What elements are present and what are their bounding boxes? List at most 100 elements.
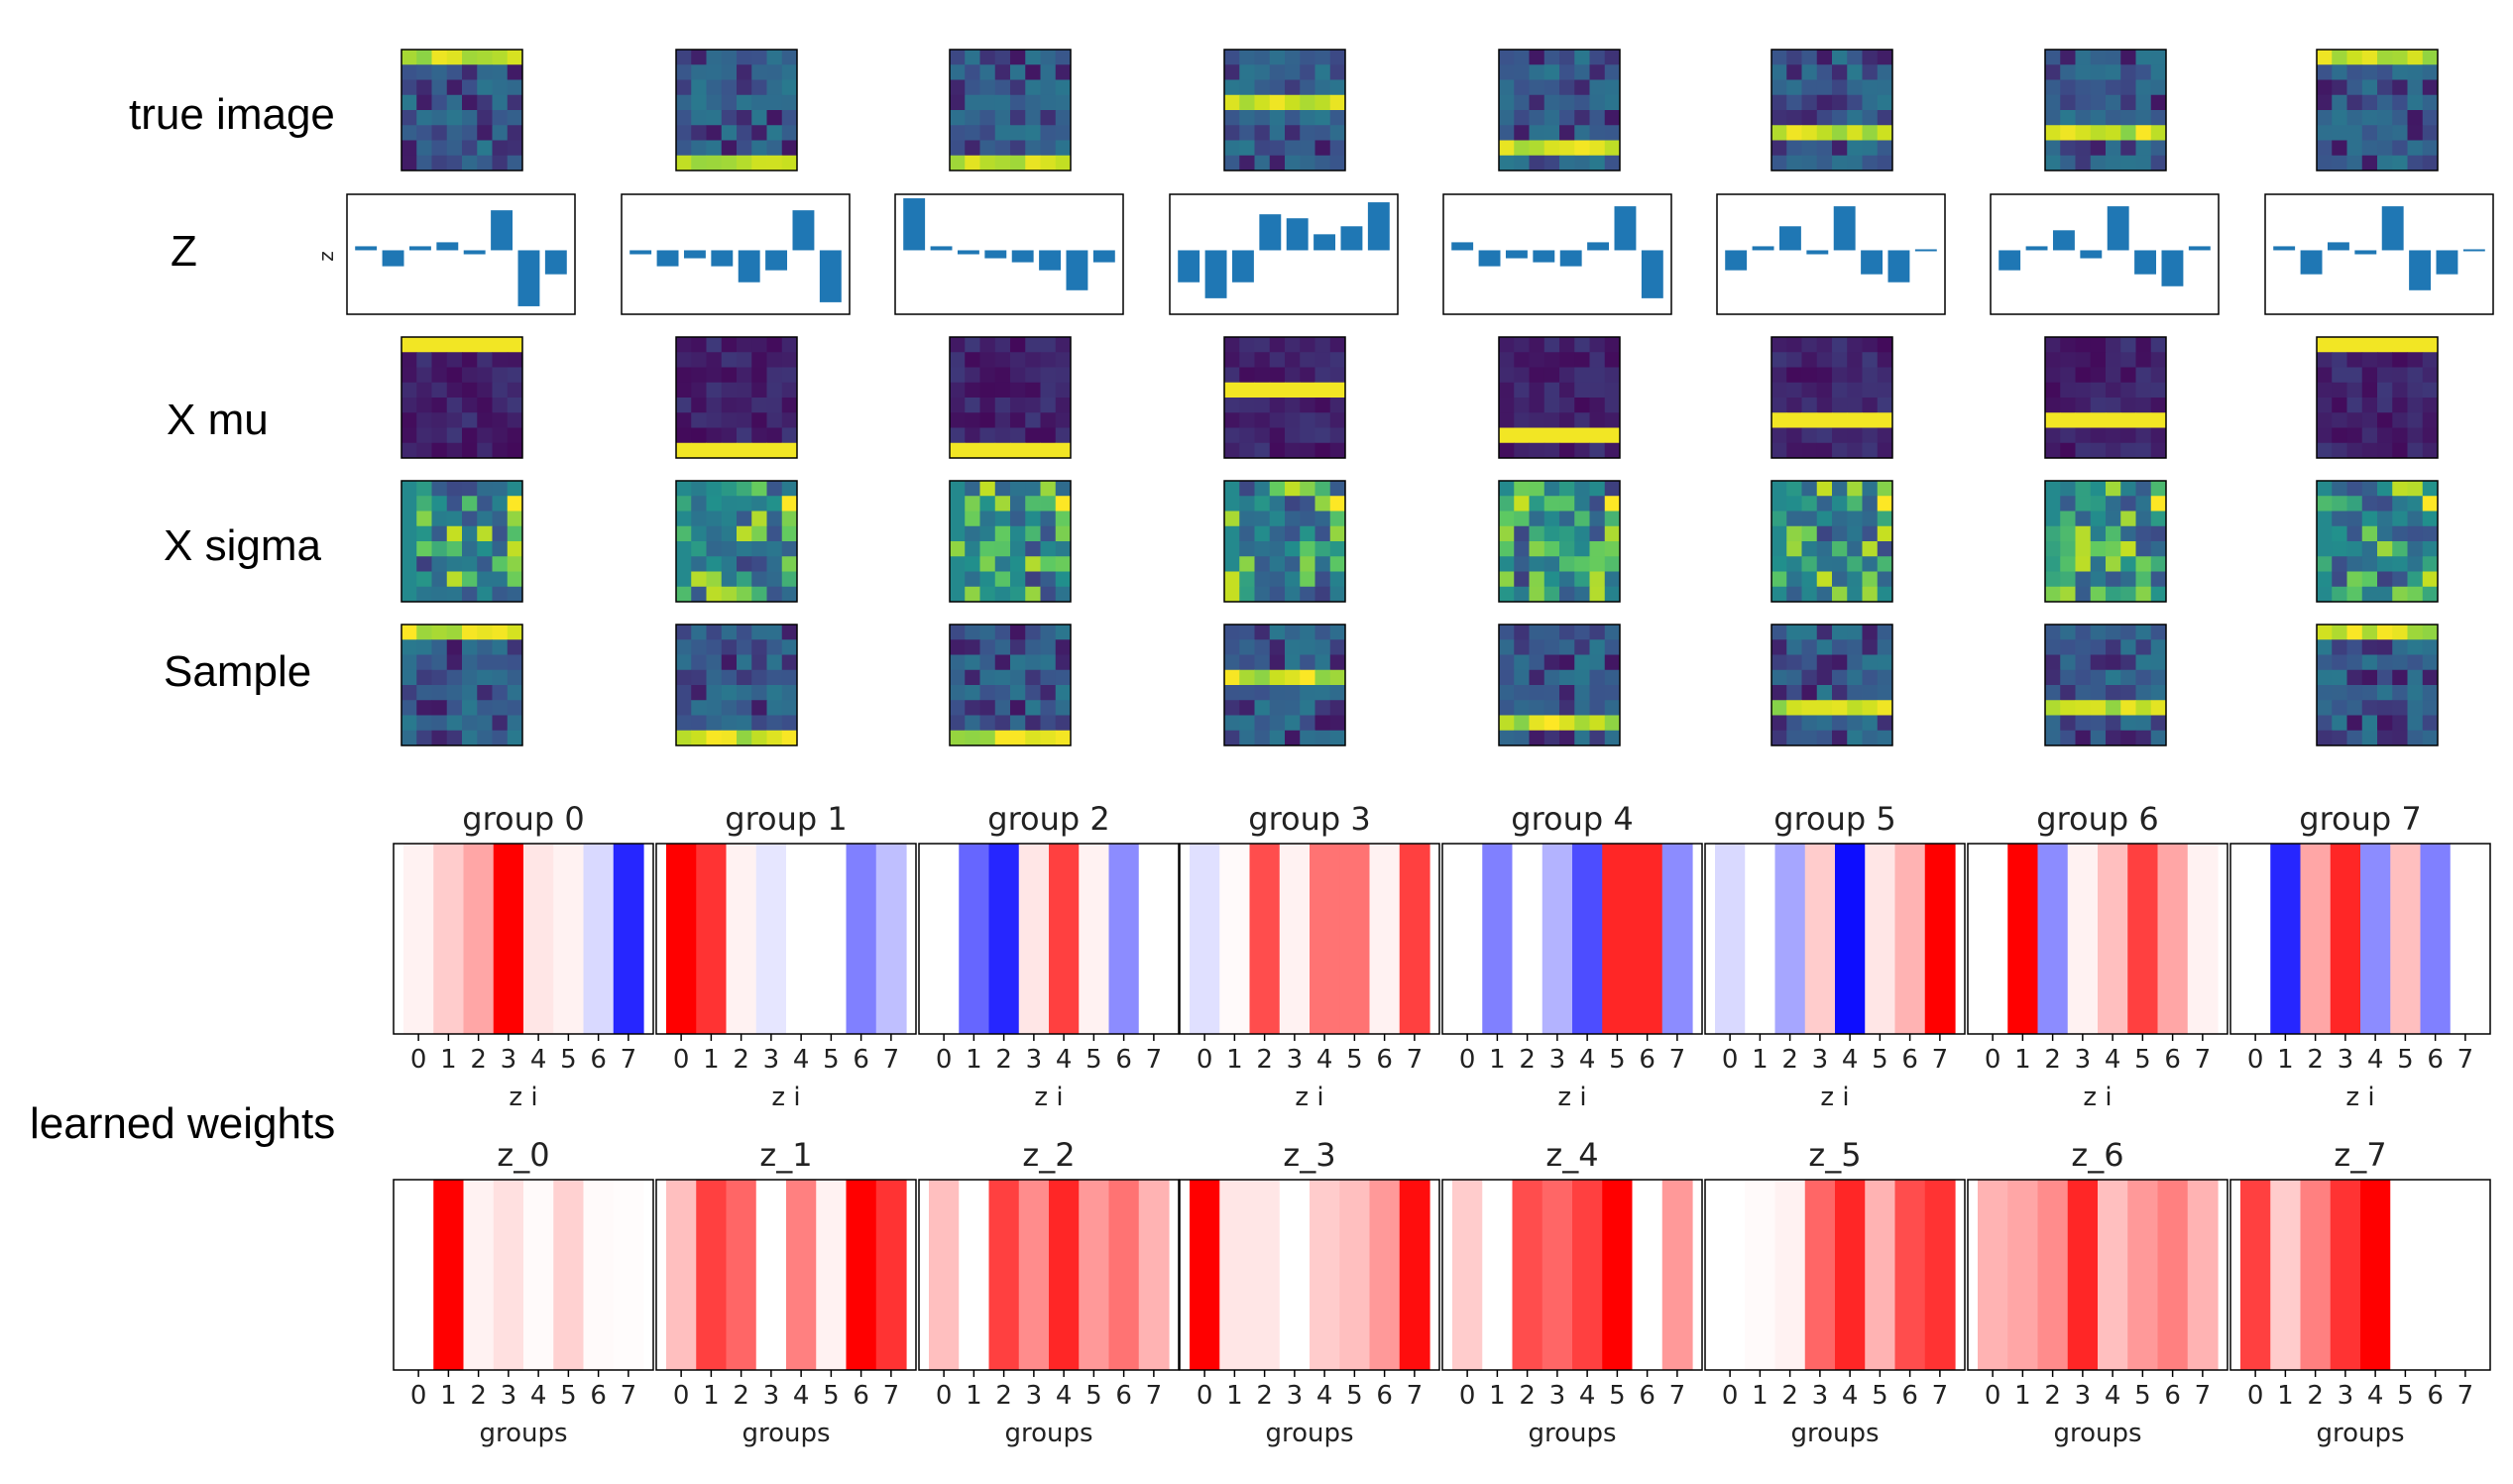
sample-cell bbox=[1574, 730, 1590, 746]
x-sigma-cell bbox=[737, 525, 752, 542]
group-weights-tick-label: 0 bbox=[1459, 1045, 1476, 1075]
x-mu-cell bbox=[1514, 352, 1530, 368]
group-weights-tick-label: 3 bbox=[2075, 1045, 2092, 1075]
x-mu-cell bbox=[416, 442, 432, 459]
x-mu-cell bbox=[2150, 352, 2167, 368]
true-image-cell bbox=[766, 140, 783, 157]
z-weights-tick-label: 2 bbox=[1519, 1381, 1536, 1411]
true-image-cell bbox=[1285, 50, 1301, 65]
x-mu-cell bbox=[1329, 352, 1346, 368]
group-weights-tick-label: 1 bbox=[2014, 1045, 2031, 1075]
true-image-cell bbox=[781, 110, 798, 126]
sample-cell bbox=[2120, 685, 2136, 701]
z-weights-tick-label: 2 bbox=[2044, 1381, 2061, 1411]
true-image-cell bbox=[1499, 94, 1515, 111]
true-image-frame bbox=[1223, 49, 1346, 171]
z-weights-tick-label: 4 bbox=[1842, 1381, 1859, 1411]
sample-cell bbox=[1543, 654, 1560, 671]
true-image-cell bbox=[1055, 79, 1072, 96]
sample-cell bbox=[706, 730, 723, 746]
x-mu-cell bbox=[2332, 412, 2347, 428]
x-sigma-cell bbox=[462, 556, 478, 572]
z-weights-stripe bbox=[613, 1180, 644, 1370]
x-mu-panel-3 bbox=[1223, 336, 1346, 459]
x-mu-cell bbox=[2150, 337, 2167, 353]
x-sigma-cell bbox=[751, 481, 767, 497]
x-mu-cell bbox=[1771, 352, 1787, 368]
true-image-cell bbox=[766, 50, 783, 65]
sample-cell bbox=[1499, 639, 1515, 655]
sample-cell bbox=[2060, 730, 2076, 746]
x-mu-cell bbox=[431, 337, 448, 353]
true-image-cell bbox=[751, 79, 767, 96]
true-image-cell bbox=[492, 50, 509, 65]
x-sigma-cell bbox=[2120, 586, 2136, 603]
z-weights-title: z_6 bbox=[2071, 1136, 2123, 1174]
x-mu-cell bbox=[462, 398, 478, 413]
true-image-cell bbox=[492, 79, 509, 96]
true-image-cell bbox=[1832, 94, 1848, 111]
x-mu-cell bbox=[2135, 382, 2152, 399]
x-sigma-cell bbox=[1224, 511, 1240, 527]
true-image-cell bbox=[431, 50, 448, 65]
group-weights-xlabel: z i bbox=[1295, 1083, 1323, 1112]
x-sigma-cell bbox=[2407, 571, 2424, 588]
group-weights-tick-label: 0 bbox=[2247, 1045, 2264, 1075]
x-sigma-cell bbox=[1589, 481, 1606, 497]
x-sigma-cell bbox=[2332, 511, 2347, 527]
group-weights-tick-label: 7 bbox=[1407, 1045, 1424, 1075]
sample-cell bbox=[462, 730, 478, 746]
true-image-cell bbox=[737, 94, 752, 111]
sample-cell bbox=[1559, 625, 1575, 640]
true-image-cell bbox=[950, 125, 966, 141]
z-bar bbox=[1778, 226, 1801, 251]
z-weights-tick-label: 6 bbox=[1901, 1381, 1918, 1411]
sample-cell bbox=[431, 715, 448, 732]
sample-cell bbox=[1514, 715, 1530, 732]
sample-cell bbox=[477, 625, 493, 640]
true-image-cell bbox=[1574, 125, 1590, 141]
x-sigma-cell bbox=[462, 481, 478, 497]
x-sigma-cell bbox=[1862, 556, 1879, 572]
sample-cell bbox=[2120, 700, 2136, 716]
true-image-cell bbox=[2106, 110, 2121, 126]
true-image-cell bbox=[2120, 64, 2136, 80]
true-image-cell bbox=[2045, 64, 2061, 80]
z-weights-title: z_5 bbox=[1808, 1136, 1861, 1174]
z-weights-xlabel: groups bbox=[1004, 1419, 1092, 1448]
sample-cell bbox=[2361, 669, 2378, 686]
x-mu-cell bbox=[2377, 352, 2393, 368]
x-mu-cell bbox=[1589, 398, 1606, 413]
x-mu-cell bbox=[1574, 427, 1590, 444]
true-image-cell bbox=[1314, 50, 1331, 65]
true-image-cell bbox=[2377, 110, 2393, 126]
group-weights-panel-4: group 40 1 2 3 4 5 6 7z i bbox=[1441, 800, 1703, 1112]
x-sigma-cell bbox=[1514, 571, 1530, 588]
x-mu-cell bbox=[1574, 398, 1590, 413]
sample-cell bbox=[1010, 730, 1026, 746]
x-sigma-cell bbox=[1771, 586, 1787, 603]
x-mu-cell bbox=[2045, 412, 2061, 428]
x-sigma-cell bbox=[2106, 511, 2121, 527]
sample-cell bbox=[1224, 625, 1240, 640]
x-sigma-cell bbox=[1589, 571, 1606, 588]
x-sigma-cell bbox=[2150, 586, 2167, 603]
x-mu-cell bbox=[1877, 352, 1893, 368]
x-mu-cell bbox=[1832, 427, 1848, 444]
x-mu-cell bbox=[2135, 337, 2152, 353]
true-image-panel-6 bbox=[2044, 49, 2167, 171]
x-mu-cell bbox=[462, 412, 478, 428]
sample-cell bbox=[1300, 730, 1315, 746]
sample-cell bbox=[1786, 625, 1802, 640]
x-mu-cell bbox=[751, 427, 767, 444]
true-image-cell bbox=[2407, 64, 2424, 80]
z-weights-stripe bbox=[816, 1180, 848, 1370]
z-weights-xlabel: groups bbox=[2316, 1419, 2404, 1448]
x-sigma-cell bbox=[1254, 556, 1271, 572]
x-mu-cell bbox=[1025, 337, 1041, 353]
sample-cell bbox=[950, 669, 966, 686]
group-weights-stripe bbox=[1865, 844, 1896, 1034]
x-sigma-cell bbox=[1239, 586, 1255, 603]
x-sigma-cell bbox=[431, 496, 448, 512]
